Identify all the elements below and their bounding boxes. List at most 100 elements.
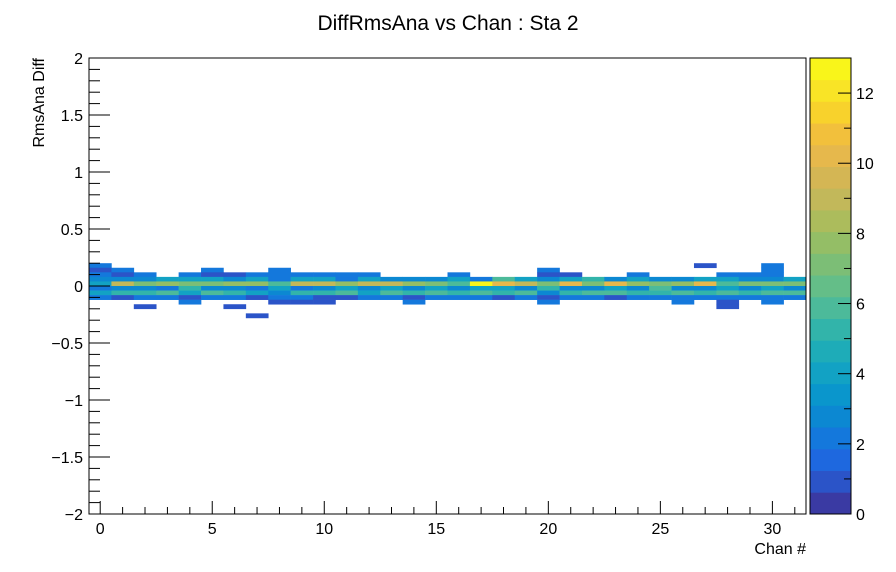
y-tick-label: 0.5 bbox=[61, 222, 83, 239]
palette-swatch bbox=[810, 188, 851, 211]
palette-tick-label: 4 bbox=[856, 367, 865, 384]
palette-swatch bbox=[810, 253, 851, 276]
heatmap-bin bbox=[156, 276, 179, 282]
y-tick-label: −0.5 bbox=[51, 336, 83, 353]
heatmap-bin bbox=[380, 281, 403, 287]
heatmap-bin bbox=[761, 272, 784, 278]
heatmap-bin bbox=[626, 290, 650, 296]
heatmap-bin bbox=[492, 281, 516, 287]
heatmap-bin bbox=[290, 295, 314, 300]
x-tick-label: 25 bbox=[651, 521, 669, 538]
y-tick-label: −1 bbox=[65, 393, 83, 410]
heatmap-bin bbox=[201, 272, 224, 278]
heatmap-bin bbox=[604, 295, 628, 300]
heatmap-bin bbox=[559, 276, 583, 282]
heatmap-bin bbox=[447, 290, 471, 296]
heatmap-bin bbox=[425, 290, 448, 296]
heatmap-bin bbox=[335, 295, 359, 300]
heatmap-bin bbox=[268, 295, 291, 300]
heatmap-bin bbox=[290, 281, 314, 287]
heatmap-bin bbox=[313, 272, 336, 278]
heatmap-bin bbox=[537, 281, 560, 287]
heatmap-bin bbox=[447, 286, 471, 291]
palette-tick-label: 6 bbox=[856, 297, 865, 314]
heatmap-bin bbox=[514, 276, 538, 282]
heatmap-bin bbox=[89, 267, 112, 273]
heatmap-bin bbox=[245, 276, 269, 282]
heatmap-bin bbox=[380, 286, 403, 291]
heatmap-bin bbox=[537, 267, 560, 273]
heatmap-bin bbox=[223, 295, 247, 300]
heatmap-bin bbox=[223, 304, 247, 310]
heatmap-bin bbox=[223, 286, 247, 291]
heatmap-bin bbox=[671, 295, 695, 300]
x-tick-label: 30 bbox=[763, 521, 781, 538]
heatmap-bin bbox=[604, 281, 628, 287]
heatmap-bin bbox=[245, 313, 269, 319]
palette-swatch bbox=[810, 210, 851, 233]
heatmap-bin bbox=[133, 290, 157, 296]
heatmap-bin bbox=[201, 290, 224, 296]
heatmap-bin bbox=[268, 267, 291, 273]
heatmap-bin bbox=[268, 290, 291, 296]
heatmap-bin bbox=[380, 295, 403, 300]
palette-tick-label: 0 bbox=[856, 507, 865, 524]
heatmap-bin bbox=[89, 272, 112, 278]
palette-swatch bbox=[810, 144, 851, 167]
heatmap-bin bbox=[447, 276, 471, 282]
heatmap-bin bbox=[492, 295, 516, 300]
heatmap-bin bbox=[313, 299, 336, 305]
heatmap-bin bbox=[783, 276, 807, 282]
heatmap-bin bbox=[156, 290, 179, 296]
heatmap-bins bbox=[89, 263, 807, 319]
x-axis-label: Chan # bbox=[754, 541, 806, 558]
heatmap-bin bbox=[469, 295, 493, 300]
heatmap-bin bbox=[783, 295, 807, 300]
heatmap-bin bbox=[581, 290, 605, 296]
heatmap-bin bbox=[290, 290, 314, 296]
heatmap-bin bbox=[738, 295, 762, 300]
heatmap-bin bbox=[313, 276, 336, 282]
heatmap-bin bbox=[425, 276, 448, 282]
heatmap-bin bbox=[223, 290, 247, 296]
heatmap-bin bbox=[133, 286, 157, 291]
heatmap-bin bbox=[223, 276, 247, 282]
palette-swatch bbox=[810, 492, 851, 515]
heatmap-bin bbox=[581, 295, 605, 300]
heatmap-bin bbox=[111, 295, 135, 300]
heatmap-bin bbox=[133, 281, 157, 287]
palette-swatch bbox=[810, 58, 851, 81]
heatmap-bin bbox=[761, 267, 784, 273]
heatmap-bin bbox=[178, 290, 202, 296]
heatmap-bin bbox=[245, 295, 269, 300]
heatmap-bin bbox=[604, 286, 628, 291]
heatmap-bin bbox=[133, 295, 157, 300]
chart-title: DiffRmsAna vs Chan : Sta 2 bbox=[317, 12, 578, 35]
palette-tick-label: 2 bbox=[856, 437, 865, 454]
heatmap-bin bbox=[268, 281, 291, 287]
heatmap-bin bbox=[268, 272, 291, 278]
heatmap-bin bbox=[156, 281, 179, 287]
palette-swatch bbox=[810, 427, 851, 450]
heatmap-bin bbox=[761, 290, 784, 296]
heatmap-bin bbox=[357, 281, 381, 287]
heatmap-bin bbox=[335, 272, 359, 278]
heatmap-bin bbox=[738, 286, 762, 291]
heatmap-bin bbox=[111, 290, 135, 296]
palette-swatch bbox=[810, 101, 851, 124]
heatmap-bin bbox=[313, 281, 336, 287]
palette-swatch bbox=[810, 231, 851, 254]
heatmap-bin bbox=[649, 281, 672, 287]
palette-swatch bbox=[810, 448, 851, 471]
heatmap-bin bbox=[783, 286, 807, 291]
heatmap-bin bbox=[245, 272, 269, 278]
palette-swatch bbox=[810, 166, 851, 189]
heatmap-bin bbox=[693, 276, 717, 282]
heatmap-bin bbox=[111, 276, 135, 282]
palette-swatch bbox=[810, 470, 851, 493]
heatmap-bin bbox=[402, 281, 426, 287]
x-axis: 0 5 10 15 20 25 30 bbox=[96, 501, 796, 538]
heatmap-bin bbox=[469, 276, 493, 282]
heatmap-bin bbox=[133, 276, 157, 282]
